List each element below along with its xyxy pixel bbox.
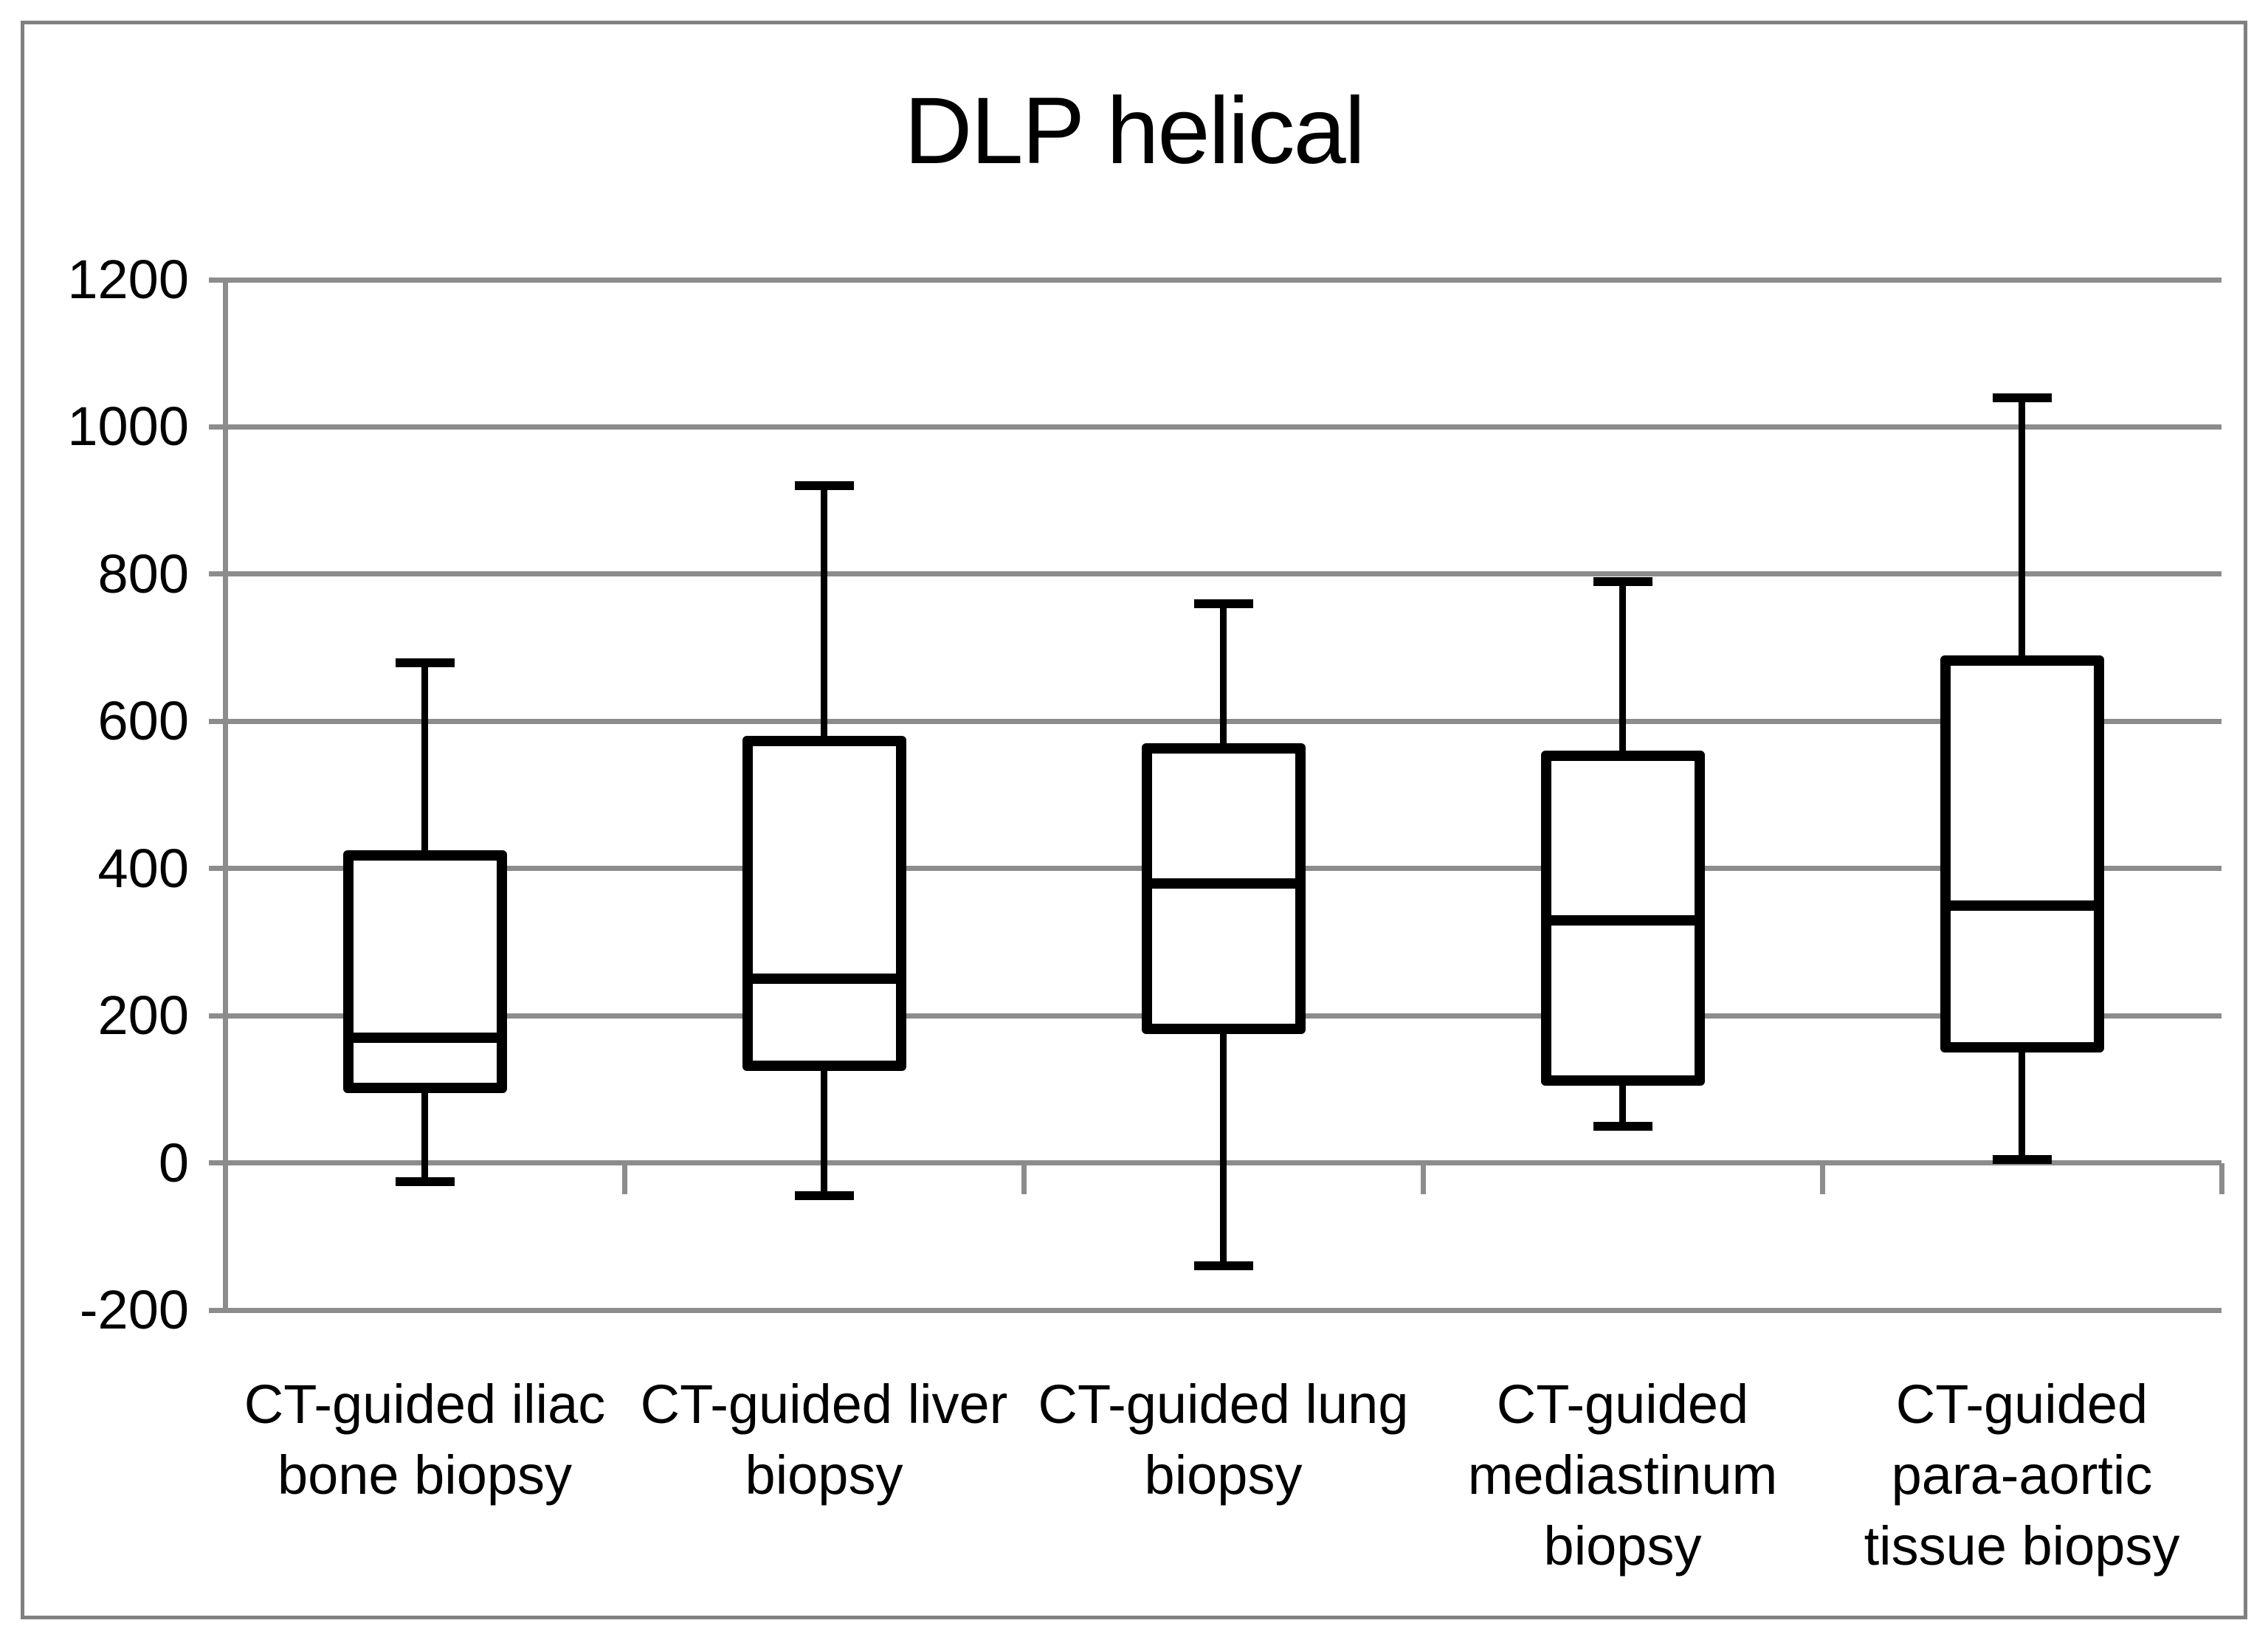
lower-whisker-cap — [395, 1176, 455, 1186]
y-tick-label: 200 — [97, 985, 189, 1047]
upper-whisker-stem — [421, 662, 428, 850]
lower-whisker-cap — [1992, 1154, 2052, 1164]
iqr-box — [742, 736, 906, 1071]
median-line — [1540, 914, 1705, 926]
y-tick-label: 1200 — [67, 249, 189, 310]
category-label: CT-guided iliac bone biopsy — [244, 1374, 606, 1506]
y-tick-label: 600 — [97, 690, 189, 752]
category-label: CT-guided mediastinum biopsy — [1467, 1374, 1778, 1577]
upper-whisker-stem — [821, 486, 827, 737]
gridline-800 — [209, 571, 2222, 577]
y-tick-label: 800 — [97, 542, 189, 604]
upper-whisker-stem — [1619, 581, 1626, 751]
median-line — [1940, 900, 2104, 911]
category-label: CT-guided para-aortic tissue biopsy — [1864, 1374, 2180, 1577]
y-tick-label: 400 — [97, 837, 189, 899]
y-axis-line — [222, 280, 228, 1310]
iqr-box — [342, 850, 507, 1093]
iqr-box — [1940, 655, 2104, 1052]
upper-whisker-cap — [1992, 393, 2052, 402]
x-axis-tick — [1420, 1162, 1426, 1194]
upper-whisker-cap — [395, 658, 455, 667]
y-tick-label: 0 — [158, 1131, 189, 1193]
lower-whisker-stem — [821, 1070, 827, 1196]
x-axis-tick — [621, 1162, 627, 1194]
y-tick-label: -200 — [79, 1279, 189, 1340]
gridline-0 — [209, 1160, 2222, 1166]
iqr-box — [1141, 743, 1306, 1035]
chart-title: DLP helical — [903, 78, 1365, 184]
median-line — [342, 1033, 507, 1044]
lower-whisker-stem — [2019, 1052, 2025, 1160]
upper-whisker-cap — [1593, 576, 1652, 586]
category-label: CT-guided liver biopsy — [640, 1374, 1008, 1506]
median-line — [1141, 878, 1306, 889]
gridline-600 — [209, 718, 2222, 724]
gridline-1200 — [209, 277, 2222, 283]
lower-whisker-stem — [421, 1092, 428, 1182]
x-axis-tick — [222, 1162, 228, 1194]
gridline-1000 — [209, 424, 2222, 430]
x-axis-tick — [2219, 1162, 2224, 1194]
upper-whisker-stem — [2019, 397, 2025, 655]
lower-whisker-cap — [794, 1191, 854, 1201]
upper-whisker-stem — [1220, 603, 1227, 744]
lower-whisker-cap — [1593, 1121, 1652, 1131]
x-axis-tick — [1021, 1162, 1027, 1194]
upper-whisker-cap — [794, 481, 854, 491]
upper-whisker-cap — [1193, 599, 1253, 608]
lower-whisker-cap — [1193, 1261, 1253, 1271]
x-axis-tick — [1819, 1162, 1825, 1194]
lower-whisker-stem — [1220, 1034, 1227, 1267]
figure-border — [21, 21, 2247, 1619]
median-line — [742, 974, 906, 985]
lower-whisker-stem — [1619, 1085, 1626, 1126]
gridline--200 — [209, 1307, 2222, 1313]
category-label: CT-guided lung biopsy — [1038, 1374, 1409, 1506]
y-tick-label: 1000 — [67, 396, 189, 458]
